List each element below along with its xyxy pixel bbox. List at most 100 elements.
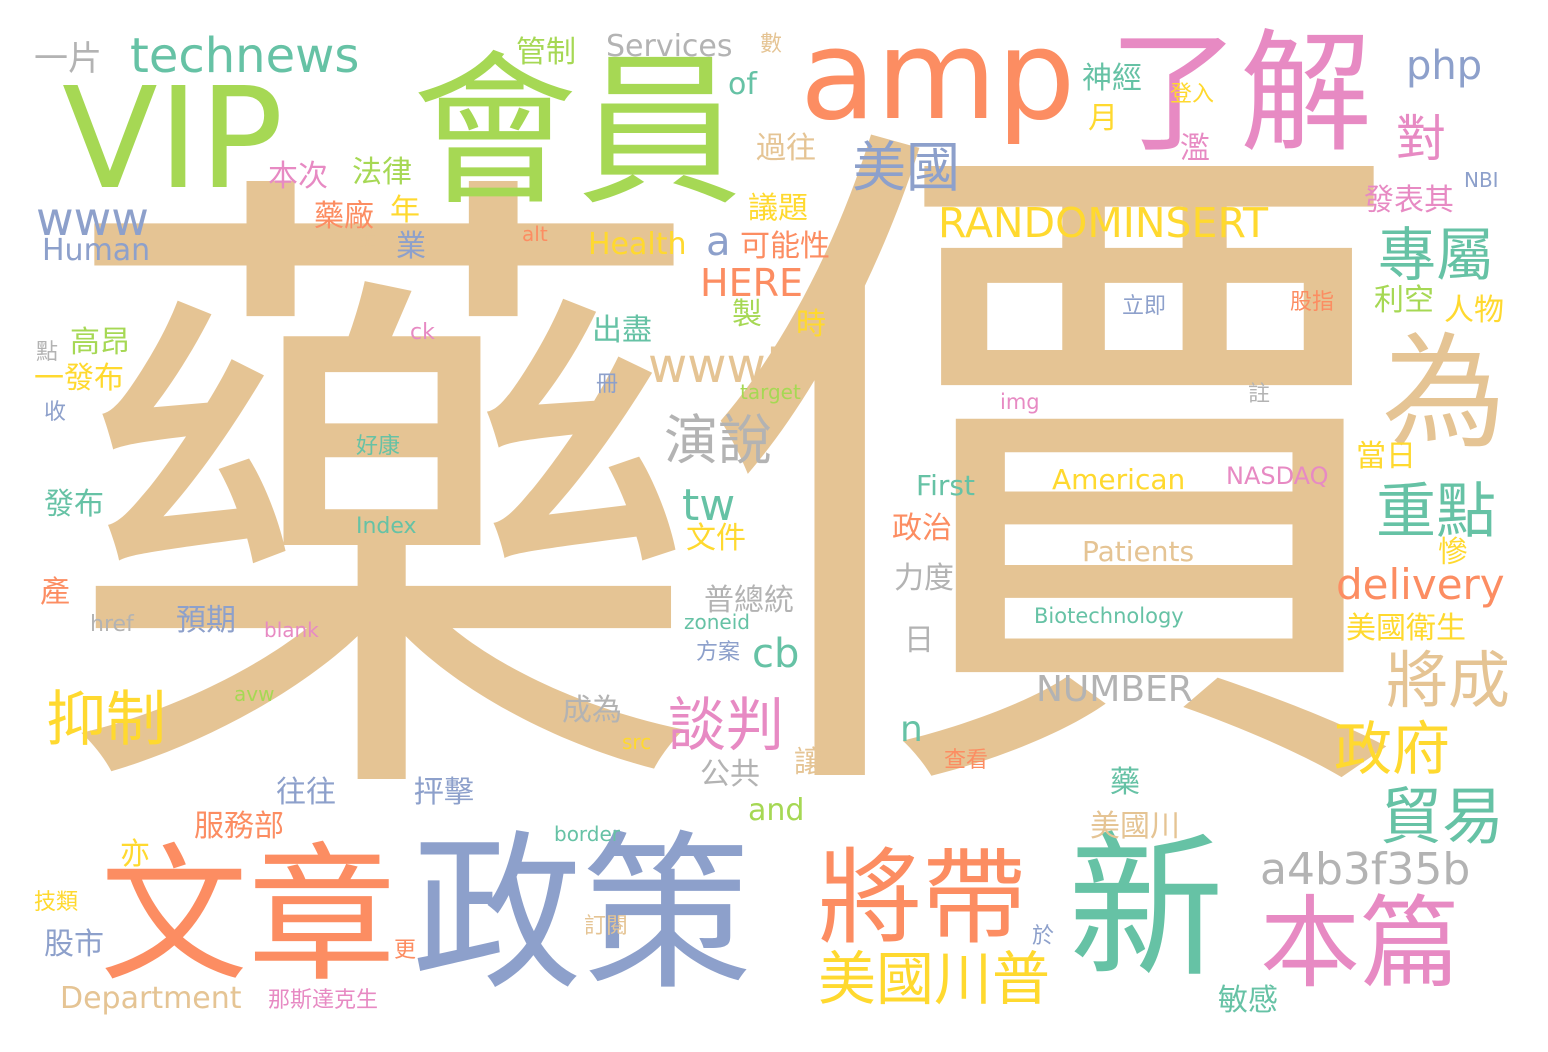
word-jiangcheng: 將成: [1386, 644, 1511, 717]
word-img: img: [1000, 390, 1040, 414]
word-kenengxing: 可能性: [740, 229, 830, 264]
word-health: Health: [588, 227, 687, 262]
word-nasidake: 那斯達克生: [268, 988, 379, 1013]
word-geng: 更: [394, 938, 417, 963]
word-dengru: 登入: [1170, 82, 1215, 107]
word-yue: 月: [1088, 101, 1118, 136]
word-haokang: 好康: [356, 434, 401, 459]
word-yifabu: 一發布: [34, 361, 124, 396]
word-alt: alt: [522, 222, 548, 246]
word-of: of: [728, 67, 757, 102]
word-wenjian: 文件: [686, 521, 746, 556]
word-jia: 價: [708, 70, 1408, 885]
word-falv: 法律: [352, 155, 412, 190]
word-patients: Patients: [1082, 535, 1195, 568]
word-yuqi: 預期: [176, 603, 236, 638]
word-yi: 亦: [120, 837, 150, 872]
word-technews: technews: [130, 28, 360, 84]
word-and: and: [748, 793, 805, 828]
word-yizhi: 抑制: [46, 685, 166, 755]
word-shangzhang: 上漲: [332, 234, 377, 259]
word-php: php: [1406, 43, 1483, 89]
word-dingyue: 訂閱: [584, 914, 629, 939]
word-zhuanshu: 專屬: [1378, 221, 1495, 289]
word-n: n: [900, 709, 923, 750]
word-meiguochuan: 美國川: [1090, 809, 1180, 844]
word-yanshuo: 演說: [664, 409, 772, 472]
word-wenzhang: 文章: [100, 830, 396, 1002]
word-jilei: 技類: [34, 890, 79, 915]
word-yao: 藥: [58, 125, 708, 881]
word-ye: 業: [396, 229, 426, 264]
word-tanpan: 談判: [668, 691, 785, 759]
word-benpian: 本篇: [1260, 885, 1460, 1002]
word-gaoang: 高昂: [70, 325, 130, 360]
word-gushi: 股市: [44, 927, 104, 962]
word-border: border: [554, 822, 621, 846]
word-nian: 年: [390, 193, 420, 228]
word-wangwang: 往往: [276, 775, 336, 810]
word-meiguo: 美國: [852, 136, 960, 199]
word-chengwei: 成為: [562, 693, 622, 728]
word-zoneid: zoneid: [684, 610, 750, 634]
word-nasdaq: NASDAQ: [1226, 462, 1329, 490]
word-human: Human: [42, 233, 151, 268]
word-biotech: Biotechnology: [1034, 604, 1184, 628]
word-guzhi: 股指: [1290, 290, 1335, 315]
word-zhongdian: 重點: [1376, 477, 1496, 547]
word-meiguochuanpu: 美國川普: [818, 945, 1051, 1013]
word-services: Services: [606, 29, 733, 64]
word-fuwubu: 服務部: [194, 809, 284, 844]
word-www: www: [36, 192, 149, 246]
word-src: src: [622, 730, 652, 754]
word-number: NUMBER: [1036, 669, 1193, 710]
word-tw: tw: [682, 480, 736, 531]
word-shou: 收: [44, 400, 67, 425]
word-fangan: 方案: [696, 640, 741, 665]
word-ce: 冊: [596, 372, 619, 397]
word-zhengfu: 政府: [1334, 715, 1451, 783]
word-here: HERE: [700, 261, 803, 305]
word-gonggong: 公共: [700, 757, 760, 792]
word-shi: 時: [796, 307, 826, 342]
word-can: 慘: [1438, 535, 1468, 570]
word-index: Index: [356, 514, 417, 539]
word-shu: 數: [760, 32, 783, 57]
word-yu: 於: [1032, 924, 1055, 949]
word-yao2: 藥: [1110, 765, 1140, 800]
word-ck: ck: [410, 320, 435, 345]
word-randominsert: RANDOMINSERT: [938, 199, 1269, 247]
word-cb: cb: [752, 631, 800, 677]
word-nbi: NBI: [1464, 168, 1499, 192]
word-renwu: 人物: [1444, 293, 1504, 328]
word-lan: 濫: [1180, 131, 1210, 166]
word-pengji: 抨擊: [414, 775, 474, 810]
word-fabiaoqi: 發表其: [1364, 183, 1454, 218]
word-benci: 本次: [268, 159, 328, 194]
word-rang: 讓: [794, 745, 824, 780]
word-target: target: [740, 380, 801, 404]
word-puzongtong: 普總統: [704, 583, 794, 618]
word-yipian: 一片: [34, 39, 102, 79]
word-amp: amp: [800, 4, 1076, 148]
word-chan: 產: [40, 575, 70, 610]
word-yaochang: 藥廠: [314, 199, 374, 234]
word-meiguoweisheng: 美國衛生: [1346, 611, 1466, 646]
word-department: Department: [60, 981, 242, 1016]
word-www5: www5: [648, 338, 797, 394]
word-wei: 為: [1382, 322, 1507, 466]
word-vip: VIP: [62, 58, 284, 221]
word-maoyi: 貿易: [1380, 780, 1505, 853]
word-chujin: 出盡: [592, 313, 652, 348]
word-a: a: [706, 219, 731, 265]
word-first: First: [916, 469, 975, 502]
word-zhu: 註: [1248, 382, 1271, 407]
word-guanzhi: 管制: [516, 35, 576, 70]
word-dian: 點: [36, 340, 59, 365]
word-zhengzhi: 政治: [892, 511, 952, 546]
word-dui: 對: [1396, 110, 1446, 168]
word-href: href: [90, 612, 134, 637]
word-jiangdai: 將帶: [818, 837, 1027, 959]
word-delivery: delivery: [1336, 560, 1505, 609]
